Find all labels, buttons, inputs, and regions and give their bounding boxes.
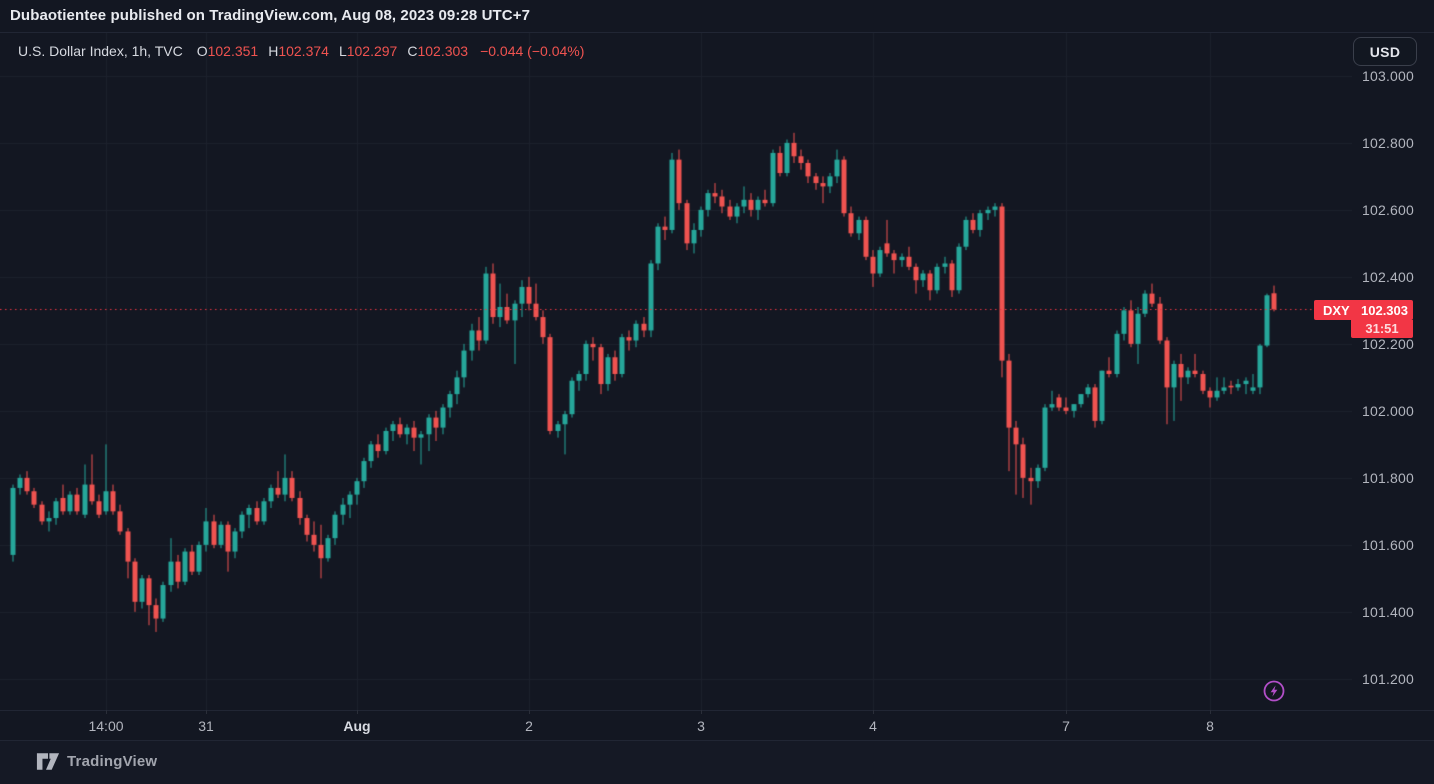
bar-countdown: 31:51 <box>1351 320 1413 338</box>
high-value: 102.374 <box>278 43 329 59</box>
change-value: −0.044 (−0.04%) <box>480 43 585 59</box>
open-value: 102.351 <box>207 43 259 59</box>
time-axis-label: 8 <box>1206 718 1214 734</box>
time-axis-tick <box>106 710 107 714</box>
time-axis-tick <box>206 710 207 714</box>
price-axis-label: 102.000 <box>1361 402 1414 419</box>
candlestick-chart-canvas[interactable] <box>0 33 1352 710</box>
price-axis-label: 102.800 <box>1361 134 1414 151</box>
low-label: L <box>338 43 347 59</box>
last-price-value: 102.303 <box>1361 302 1408 318</box>
time-axis-tick <box>1210 710 1211 714</box>
publish-header-text: Dubaotientee published on TradingView.co… <box>10 7 531 24</box>
close-value: 102.303 <box>417 43 469 59</box>
header-divider <box>0 32 1434 33</box>
time-axis-tick <box>701 710 702 714</box>
time-axis-tick <box>873 710 874 714</box>
time-axis-tick <box>529 710 530 714</box>
price-axis-label: 101.200 <box>1361 670 1414 687</box>
time-axis-label: 3 <box>697 718 705 734</box>
time-axis-tick <box>1066 710 1067 714</box>
time-axis-label: 14:00 <box>88 718 124 734</box>
price-axis-label: 102.600 <box>1361 201 1414 218</box>
time-axis-divider <box>0 710 1434 711</box>
time-axis-label: 7 <box>1062 718 1070 734</box>
tradingview-logo-icon <box>36 753 60 770</box>
last-price-label: DXY 102.303 <box>1314 300 1413 320</box>
price-axis-label: 102.400 <box>1361 268 1414 285</box>
bottom-bar-divider <box>0 740 1434 741</box>
time-axis-label: Aug <box>343 718 371 734</box>
price-axis-label: 101.400 <box>1361 603 1414 620</box>
tradingview-logo[interactable]: TradingView <box>36 752 157 771</box>
last-price-symbol: DXY <box>1323 302 1350 318</box>
price-axis[interactable]: 103.000 102.800 102.600 102.400 102.200 102.0… <box>1352 33 1434 710</box>
open-label: O <box>196 43 208 59</box>
time-axis-tick <box>357 710 358 714</box>
lightning-badge[interactable] <box>1262 679 1286 703</box>
publish-header: Dubaotientee published on TradingView.co… <box>10 7 530 24</box>
time-axis[interactable]: 14:00 31 Aug 2 3 4 7 8 <box>0 710 1352 740</box>
close-label: C <box>407 43 418 59</box>
symbol-legend: U.S. Dollar Index, 1h, TVC O102.351 H102.3… <box>18 43 584 59</box>
symbol-title[interactable]: U.S. Dollar Index, 1h, TVC <box>18 43 183 59</box>
time-axis-label: 4 <box>869 718 877 734</box>
price-axis-label: 101.800 <box>1361 469 1414 486</box>
price-axis-label: 101.600 <box>1361 536 1414 553</box>
low-value: 102.297 <box>346 43 398 59</box>
high-label: H <box>268 43 279 59</box>
lightning-icon <box>1263 680 1285 702</box>
tradingview-logo-text: TradingView <box>67 753 158 770</box>
bottom-toolbar: TradingView <box>0 741 1434 784</box>
currency-toggle-button[interactable]: USD <box>1353 37 1417 66</box>
price-axis-label: 102.200 <box>1361 335 1414 352</box>
price-axis-label: 103.000 <box>1361 67 1414 84</box>
time-axis-label: 31 <box>198 718 214 734</box>
time-axis-label: 2 <box>525 718 533 734</box>
